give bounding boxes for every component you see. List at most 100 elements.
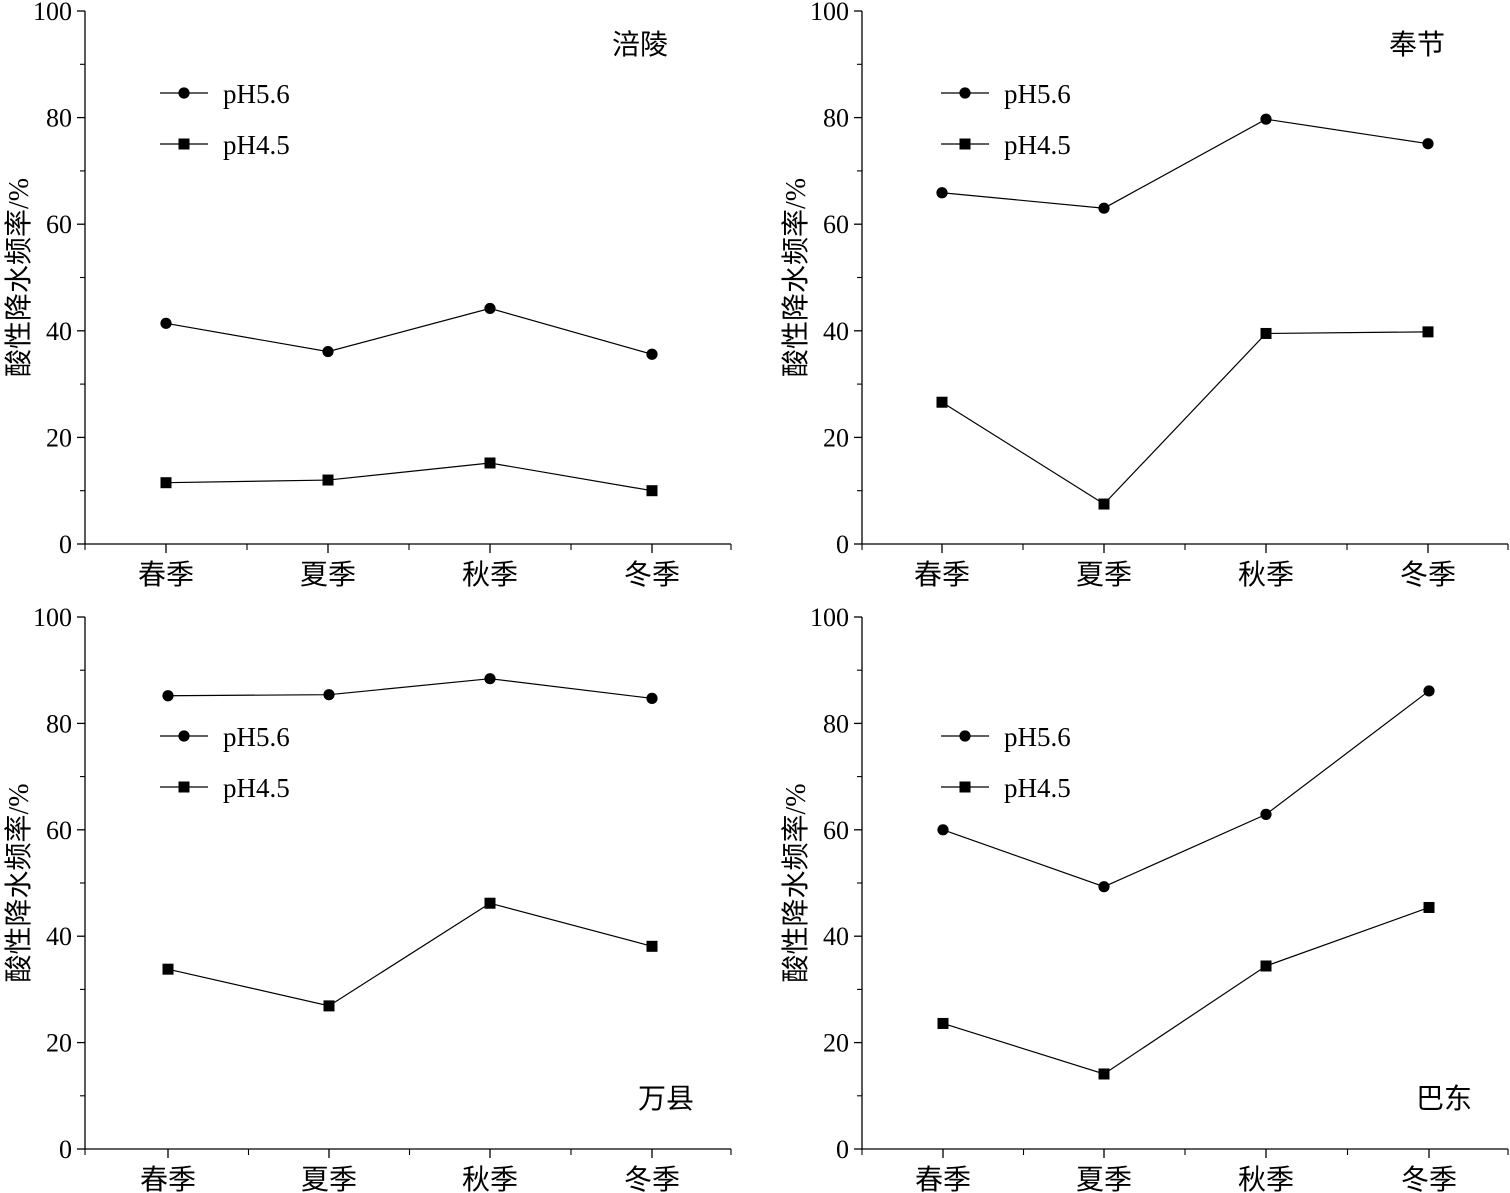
y-tick-label: 80 [823,104,849,133]
data-point [936,187,948,199]
legend-entry: pH5.6 [160,79,290,109]
series-line [941,118,1429,209]
legend-marker [959,781,971,793]
x-tick-label: 夏季 [1076,1164,1132,1193]
legend-entry: pH5.6 [941,722,1071,752]
legend-entry: pH4.5 [941,773,1071,803]
series-pH5-6 [162,673,658,704]
data-point [160,317,172,329]
series-line [942,906,1430,1075]
legend-label: pH5.6 [1004,722,1071,752]
data-point [323,1000,335,1012]
series-pH5-6 [160,302,658,360]
legend-label: pH5.6 [1004,79,1071,109]
x-tick-label: 夏季 [1076,559,1132,591]
data-point [1098,498,1110,510]
y-tick-label: 60 [46,210,72,239]
x-tick-label: 春季 [915,1164,971,1193]
data-point [323,689,335,701]
y-axis-label: 酸性降水频率/% [780,178,812,377]
y-tick-label: 100 [33,0,72,26]
data-point [1260,808,1272,820]
y-tick-label: 40 [823,317,849,346]
y-tick-label: 100 [810,0,849,26]
y-axis-label: 酸性降水频率/% [3,783,35,982]
legend-entry: pH4.5 [160,773,290,803]
legend-label: pH5.6 [223,722,290,752]
legend-marker [178,781,190,793]
y-tick-label: 100 [810,603,849,632]
series-pH4-5 [162,897,658,1012]
x-tick-label: 春季 [138,559,194,591]
y-tick-label: 60 [823,210,849,239]
data-point [1098,1068,1110,1080]
station-label: 巴东 [1416,1083,1472,1115]
y-tick-label: 40 [823,922,849,951]
y-tick-label: 40 [46,317,72,346]
chart-panel-4: 0 20 40 60 80 100 春季 夏季 秋季 冬季 酸性降水频率/% 巴东 pH5.6 pH4.5 [780,603,1509,1193]
legend-label: pH4.5 [223,130,290,160]
y-tick-label: 100 [33,603,72,632]
data-point [646,485,658,497]
y-tick-label: 60 [46,816,72,845]
y-tick-label: 0 [59,1135,72,1164]
data-point [484,457,496,469]
y-tick-label: 20 [46,1029,72,1058]
legend-label: pH4.5 [1004,130,1071,160]
y-tick-label: 20 [823,423,849,452]
data-point [1423,901,1435,913]
legend-entry: pH5.6 [160,722,290,752]
data-point [484,897,496,909]
y-tick-label: 60 [823,816,849,845]
legend-entry: pH4.5 [941,130,1071,160]
x-tick-label: 冬季 [1400,559,1456,591]
data-point [1422,326,1434,338]
data-point [1260,113,1272,125]
data-point [1098,202,1110,214]
y-tick-label: 20 [46,423,72,452]
y-tick-label: 80 [823,709,849,738]
y-tick-label: 0 [836,530,849,559]
y-axis-label: 酸性降水频率/% [780,783,812,982]
x-tick-label: 冬季 [624,559,680,591]
x-tick-label: 秋季 [1238,559,1294,591]
series-line [165,462,653,492]
x-tick-label: 冬季 [624,1164,680,1193]
legend-entry: pH5.6 [941,79,1071,109]
data-point [646,692,658,704]
legend-marker [178,87,190,99]
y-tick-label: 80 [46,709,72,738]
x-tick-label: 秋季 [1238,1164,1294,1193]
series-pH4-5 [160,457,658,497]
y-tick-label: 20 [823,1029,849,1058]
series-line [167,678,653,699]
series-line [165,307,653,355]
data-point [160,477,172,489]
data-point [1422,138,1434,150]
y-axis-label: 酸性降水频率/% [3,178,35,377]
data-point [646,940,658,952]
data-point [937,1017,949,1029]
series-line [941,331,1429,505]
x-tick-label: 秋季 [462,1164,518,1193]
station-label: 涪陵 [612,29,668,61]
data-point [1098,881,1110,893]
series-line [942,690,1430,888]
station-label: 万县 [638,1084,694,1115]
data-point [1260,960,1272,972]
data-point [322,345,334,358]
legend-label: pH5.6 [223,79,290,109]
y-tick-label: 40 [46,922,72,951]
chart-panel-1: 0 20 40 60 80 100 春季 夏季 秋季 冬季 酸性降水频率/% 涪陵 pH5.6 pH4.5 [3,0,732,591]
data-point [484,302,496,315]
legend-marker [959,138,971,150]
data-point [937,824,949,836]
data-point [936,396,948,408]
chart-panel-3: 0 20 40 60 80 100 春季 夏季 秋季 冬季 酸性降水频率/% 万县 pH5.6 pH4.5 [3,603,732,1193]
series-pH5-6 [936,113,1434,214]
series-pH4-5 [937,901,1435,1080]
chart-panel-2: 0 20 40 60 80 100 春季 夏季 秋季 冬季 酸性降水频率/% 奉节 pH5.6 pH4.5 [780,0,1509,591]
x-tick-label: 秋季 [462,559,518,591]
legend-label: pH4.5 [1004,773,1071,803]
